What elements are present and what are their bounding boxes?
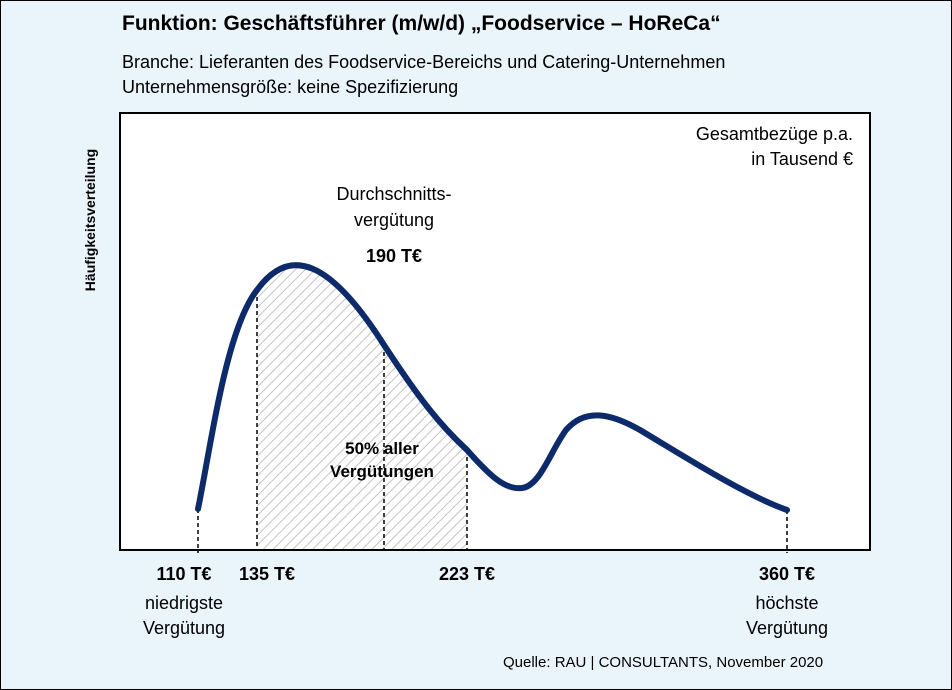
- interquartile-shaded-area: [257, 265, 467, 549]
- tick-label-q3: 223 T€: [439, 564, 495, 584]
- chart-title: Funktion: Geschäftsführer (m/w/d) „Foods…: [122, 12, 721, 35]
- max-caption-line-2: Vergütung: [746, 618, 828, 638]
- range-label-line-2: Vergütungen: [330, 462, 434, 481]
- unit-note-line-2: in Tausend €: [751, 149, 853, 169]
- tick-label-min: 110 T€: [156, 564, 211, 584]
- range-label-line-1: 50% aller: [345, 439, 419, 458]
- min-caption-line-2: Vergütung: [143, 618, 225, 638]
- average-label-line-2: vergütung: [354, 210, 434, 230]
- average-label-line-1: Durchschnitts-: [336, 184, 451, 204]
- tick-label-q1: 135 T€: [239, 564, 295, 584]
- source-note: Quelle: RAU | CONSULTANTS, November 2020: [503, 654, 824, 671]
- chart-subtitle-industry: Branche: Lieferanten des Foodservice-Ber…: [122, 52, 726, 72]
- min-caption-line-1: niedrigste: [145, 593, 223, 613]
- distribution-curve: [195, 262, 790, 513]
- unit-note-line-1: Gesamtbezüge p.a.: [696, 124, 853, 144]
- chart-subtitle-company-size: Unternehmensgröße: keine Spezifizierung: [122, 77, 459, 97]
- average-value-label: 190 T€: [366, 246, 422, 266]
- tick-label-max: 360 T€: [759, 564, 815, 584]
- plot-area: [119, 112, 871, 551]
- max-caption-line-1: höchste: [755, 593, 818, 613]
